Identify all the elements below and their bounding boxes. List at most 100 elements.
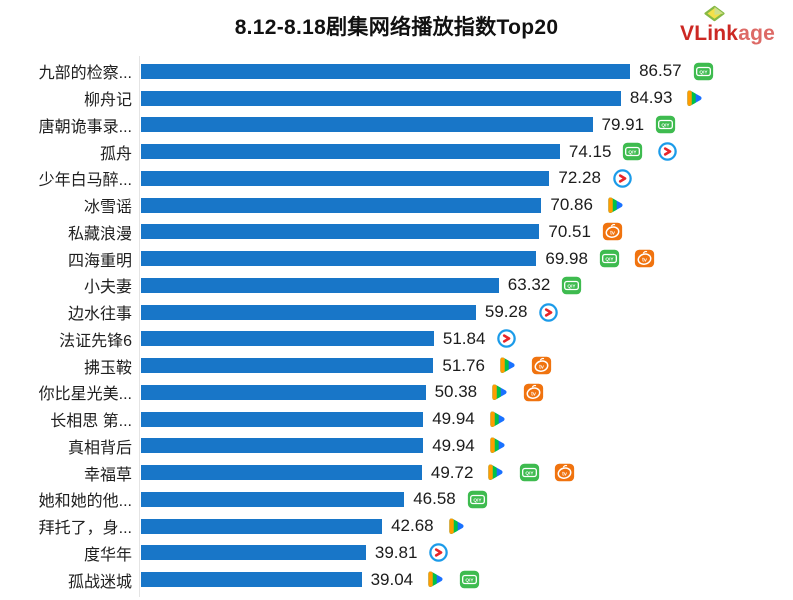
bar [141,304,476,320]
bar [141,465,422,481]
chart-row: 柳舟记 84.93 [0,85,793,112]
platform-icons [612,168,633,189]
platform-icons: QIY [424,569,480,590]
bar-value: 74.15 [568,141,612,161]
svg-text:QIY: QIY [629,150,638,156]
platform-icons: QIY [693,61,714,82]
bar [141,384,426,400]
bar-value: 49.94 [432,409,475,429]
svg-text:tv: tv [610,231,615,237]
bar [141,572,362,588]
bar-value: 49.94 [432,435,475,455]
svg-text:QIY: QIY [466,578,475,584]
bar-value: 84.93 [629,88,673,108]
chart-row: 孤战迷城 39.04 QIY [0,566,793,593]
chart-title: 8.12-8.18剧集网络播放指数Top20 [234,16,559,39]
platform-icons [486,409,507,430]
chart-row: 度华年 39.81 [0,540,793,567]
chart-row: 唐朝诡事录... 79.91 QIY [0,112,793,139]
bar [141,117,593,133]
series-label: 柳舟记 [83,92,132,110]
bar [141,251,537,267]
bar-track: 70.86 [139,192,793,219]
chart-row: 她和她的他... 46.58 QIY [0,486,793,513]
bar-value: 49.72 [430,462,474,482]
bar-value: 51.76 [442,355,485,375]
bar-track: 39.04 QIY [139,566,793,593]
bar-value: 46.58 [413,489,456,509]
platform-icons: QIY [467,489,488,510]
bar-track: 70.51 tv [139,219,793,246]
series-label: 私藏浪漫 [67,225,132,243]
platform-icons [496,328,517,349]
svg-text:QIY: QIY [568,283,577,289]
platform-icons: tv [496,355,552,376]
series-label: 度华年 [83,546,132,564]
series-label: 法证先锋6 [59,332,132,350]
bar-track: 72.28 [139,165,793,192]
bar-track: 39.81 [139,540,793,567]
bar-track: 51.76 tv [139,352,793,379]
tencent-video-icon [449,518,464,534]
chart-row: 冰雪谣 70.86 [0,192,793,219]
bar-chart: 九部的检察... 86.57 QIY 柳舟记 84.93 唐朝诡事录... 79… [0,56,793,597]
chart-row: 私藏浪漫 70.51 tv [0,219,793,246]
platform-icons [486,435,507,456]
bar-track: 79.91 QIY [139,112,793,139]
bar [141,545,366,561]
bar [141,411,424,427]
tencent-video-icon [687,90,702,106]
chart-row: 孤舟 74.15 QIY [0,138,793,165]
iqiyi-icon: QIY [693,62,713,81]
chart-row: 幸福草 49.72 QIY tv [0,459,793,486]
mgtv-icon: tv [531,356,552,375]
bar [141,170,550,186]
vlinkage-logo-light: age [738,22,775,45]
vlinkage-logo: VLinkage [661,5,777,50]
chart-row: 少年白马醉... 72.28 [0,165,793,192]
bar-value: 72.28 [558,168,601,188]
series-label: 拂玉鞍 [83,359,132,377]
vlinkage-logo-bold: VLink [680,22,739,45]
bar-value: 86.57 [639,61,682,81]
bar-track: 46.58 QIY [139,486,793,513]
bar-value: 51.84 [442,328,486,348]
youku-icon [429,543,449,563]
iqiyi-icon: QIY [623,142,643,161]
bar-value: 50.38 [434,382,478,402]
chart-row: 长相思 第... 49.94 [0,406,793,433]
series-label: 拜托了，身... [38,520,132,538]
platform-icons [445,516,466,537]
platform-icons: QIY [655,114,676,135]
iqiyi-icon: QIY [460,570,480,589]
chart-row: 真相背后 49.94 [0,433,793,460]
series-label: 少年白马醉... [38,172,132,190]
iqiyi-icon: QIY [562,276,582,295]
svg-text:QIY: QIY [605,257,614,263]
series-label: 幸福草 [83,466,132,484]
platform-icons: QIY [561,275,582,296]
bar [141,518,383,534]
bar-value: 70.51 [548,221,591,241]
mgtv-icon: tv [602,223,623,241]
chart-row: 拜托了，身... 42.68 [0,513,793,540]
platform-icons: QIY tv [484,462,575,483]
chart-row: 九部的检察... 86.57 QIY [0,58,793,85]
bar-value: 63.32 [507,275,551,295]
svg-text:tv: tv [642,257,647,263]
bar [141,358,434,374]
chart-row: 法证先锋6 51.84 [0,326,793,353]
bar [141,90,621,106]
series-label: 唐朝诡事录... [38,118,132,136]
bar-track: 51.84 [139,326,793,353]
mgtv-icon: tv [634,249,655,268]
chart-row: 边水往事 59.28 [0,299,793,326]
series-label: 长相思 第... [50,413,132,431]
bar-track: 49.72 QIY tv [139,459,793,486]
bar-track: 63.32 QIY [139,272,793,299]
chart-row: 四海重明 69.98 QIY tv [0,245,793,272]
bar [141,224,540,240]
bar-track: 84.93 [139,85,793,112]
youku-icon [497,329,517,349]
vlinkage-logo-text: VLinkage [680,22,775,46]
